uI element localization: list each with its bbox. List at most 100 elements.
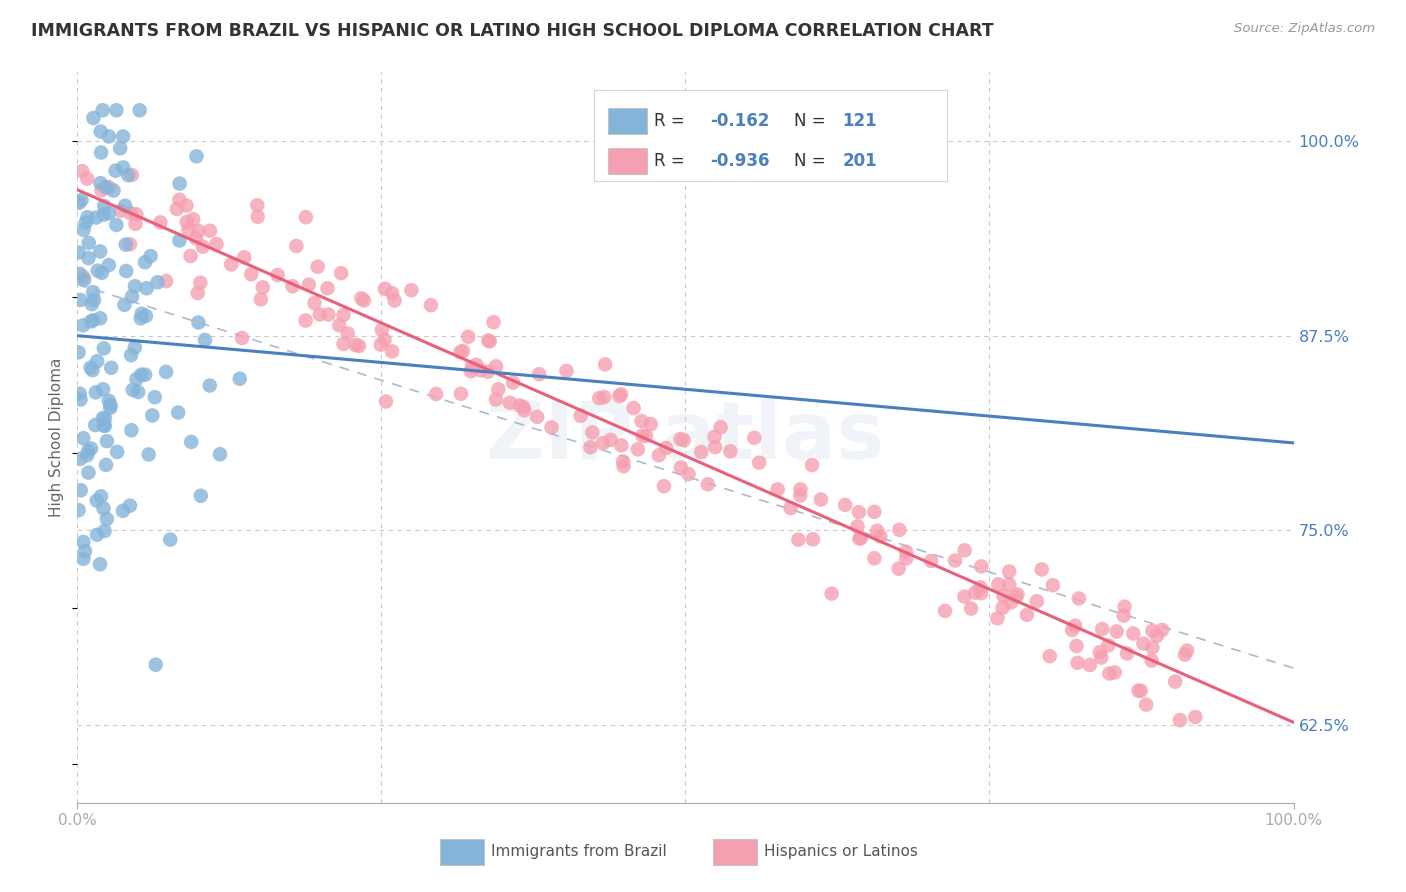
Point [121, 289, 143, 303]
Point [76, 211, 98, 225]
Point [129, 311, 152, 326]
Point [80, 314, 103, 328]
Point [127, 384, 149, 399]
Point [1164, 674, 1187, 689]
Point [370, 337, 392, 351]
Point [648, 448, 671, 462]
Point [1146, 629, 1168, 643]
Point [70, 164, 93, 178]
Point [266, 268, 288, 282]
Point [371, 323, 394, 337]
Point [350, 291, 373, 305]
Point [97, 206, 120, 220]
Point [298, 277, 321, 292]
Point [93, 501, 115, 516]
Point [112, 298, 135, 312]
Point [295, 210, 318, 224]
Point [316, 281, 339, 295]
Point [460, 364, 482, 378]
Point [810, 492, 832, 507]
Point [135, 309, 157, 323]
Point [246, 210, 269, 224]
Point [789, 488, 811, 502]
Point [1098, 666, 1121, 681]
Point [219, 257, 242, 271]
Point [194, 333, 217, 347]
Y-axis label: High School Diploma: High School Diploma [49, 358, 65, 516]
Point [450, 386, 472, 401]
Point [186, 149, 208, 163]
Point [669, 460, 692, 475]
Point [105, 445, 128, 459]
Point [82, 363, 104, 377]
Point [89, 311, 111, 326]
Point [820, 586, 842, 600]
Point [1175, 643, 1198, 657]
Point [97, 393, 120, 408]
Point [120, 423, 142, 437]
Point [252, 280, 274, 294]
Text: IMMIGRANTS FROM BRAZIL VS HISPANIC OR LATINO HIGH SCHOOL DIPLOMA CORRELATION CHA: IMMIGRANTS FROM BRAZIL VS HISPANIC OR LA… [31, 22, 994, 40]
Point [375, 394, 398, 409]
Text: N =: N = [793, 112, 831, 130]
Point [117, 168, 139, 182]
Point [77, 251, 100, 265]
Text: R =: R = [654, 153, 690, 170]
Point [1112, 608, 1135, 623]
Point [609, 389, 631, 403]
Point [73, 273, 96, 287]
Point [180, 434, 202, 449]
Point [166, 202, 188, 216]
Text: ZIP atlas: ZIP atlas [486, 398, 884, 476]
Point [373, 333, 395, 347]
Point [125, 207, 148, 221]
Point [953, 590, 976, 604]
Point [188, 276, 211, 290]
Point [70, 193, 93, 207]
Point [1090, 650, 1112, 665]
Point [141, 409, 163, 423]
Point [579, 440, 602, 454]
Point [96, 512, 118, 526]
Point [696, 477, 718, 491]
Text: R =: R = [654, 112, 690, 130]
Point [1088, 645, 1111, 659]
Point [509, 399, 531, 413]
Text: -0.162: -0.162 [710, 112, 769, 130]
Point [789, 483, 811, 497]
FancyBboxPatch shape [440, 838, 484, 865]
Point [1064, 618, 1087, 632]
Point [1066, 639, 1088, 653]
Point [94, 411, 117, 425]
Point [97, 129, 120, 144]
Point [1184, 710, 1206, 724]
FancyBboxPatch shape [595, 90, 946, 181]
Point [1152, 623, 1174, 637]
Point [1132, 637, 1154, 651]
Point [187, 285, 209, 300]
Point [69, 483, 91, 498]
Point [630, 414, 652, 428]
Point [72, 318, 94, 333]
Point [486, 382, 509, 396]
Point [105, 103, 128, 118]
Point [77, 466, 100, 480]
Point [652, 479, 675, 493]
Point [134, 368, 156, 382]
Point [90, 145, 112, 160]
Point [588, 391, 610, 405]
Point [90, 489, 112, 503]
Point [112, 161, 135, 175]
Point [76, 171, 98, 186]
Point [135, 281, 157, 295]
Point [97, 258, 120, 272]
Point [384, 293, 406, 308]
Point [593, 358, 616, 372]
Point [718, 444, 741, 458]
Point [744, 431, 766, 445]
Point [401, 283, 423, 297]
Point [169, 177, 191, 191]
FancyBboxPatch shape [713, 838, 758, 865]
Point [943, 553, 966, 567]
Point [336, 326, 359, 341]
